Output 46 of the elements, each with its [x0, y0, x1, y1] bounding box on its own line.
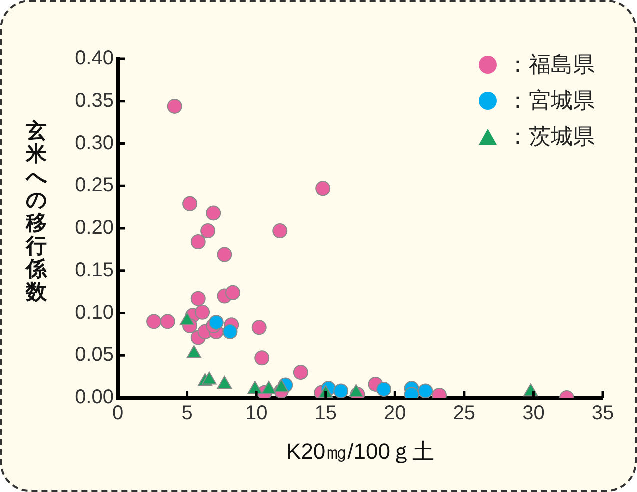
point	[252, 320, 267, 336]
legend-label: ：宮城県	[507, 87, 595, 115]
x-tick-label: 20	[384, 402, 406, 425]
x-tick-label: 25	[453, 402, 476, 425]
legend-label: ：福島県	[507, 51, 595, 79]
point	[190, 234, 206, 250]
x-tick-label: 0	[112, 402, 124, 425]
point	[293, 365, 308, 380]
point	[202, 372, 217, 385]
x-tick-label: 35	[592, 402, 614, 425]
point	[190, 291, 206, 306]
point	[146, 314, 162, 330]
point	[316, 181, 331, 196]
point	[222, 324, 238, 340]
point	[200, 224, 216, 239]
x-tick-label: 5	[182, 402, 193, 425]
y-tick-label: 0.10	[75, 302, 114, 324]
point	[217, 247, 232, 262]
point	[334, 384, 349, 398]
point	[195, 304, 210, 320]
point	[160, 314, 176, 330]
y-tick-label: 0.05	[75, 344, 114, 366]
y-tick-label: 0.15	[75, 259, 114, 282]
y-tick-label: 0.35	[75, 90, 114, 112]
point	[254, 350, 270, 366]
point	[226, 285, 241, 300]
point	[206, 206, 222, 221]
point	[418, 384, 434, 398]
point	[272, 224, 288, 239]
y-tick-label: 0.20	[75, 217, 114, 240]
y-tick-label: 0.25	[75, 174, 114, 197]
point	[248, 381, 263, 394]
y-tick-label: 0.40	[75, 48, 114, 70]
point	[167, 98, 182, 114]
y-tick-label: 0.00	[75, 386, 114, 409]
x-tick-label: 30	[522, 402, 545, 425]
point	[182, 196, 198, 212]
point	[262, 381, 276, 394]
point	[376, 382, 392, 398]
legend-label: ：茨城県	[507, 123, 595, 151]
x-axis-title: K20㎎/100ｇ土	[286, 438, 434, 464]
y-tick-label: 0.30	[75, 132, 114, 154]
y-axis-title: 玄米への移行係数	[26, 119, 48, 304]
x-tick-label: 10	[245, 402, 268, 425]
x-tick-label: 15	[314, 402, 337, 425]
point	[208, 315, 224, 330]
